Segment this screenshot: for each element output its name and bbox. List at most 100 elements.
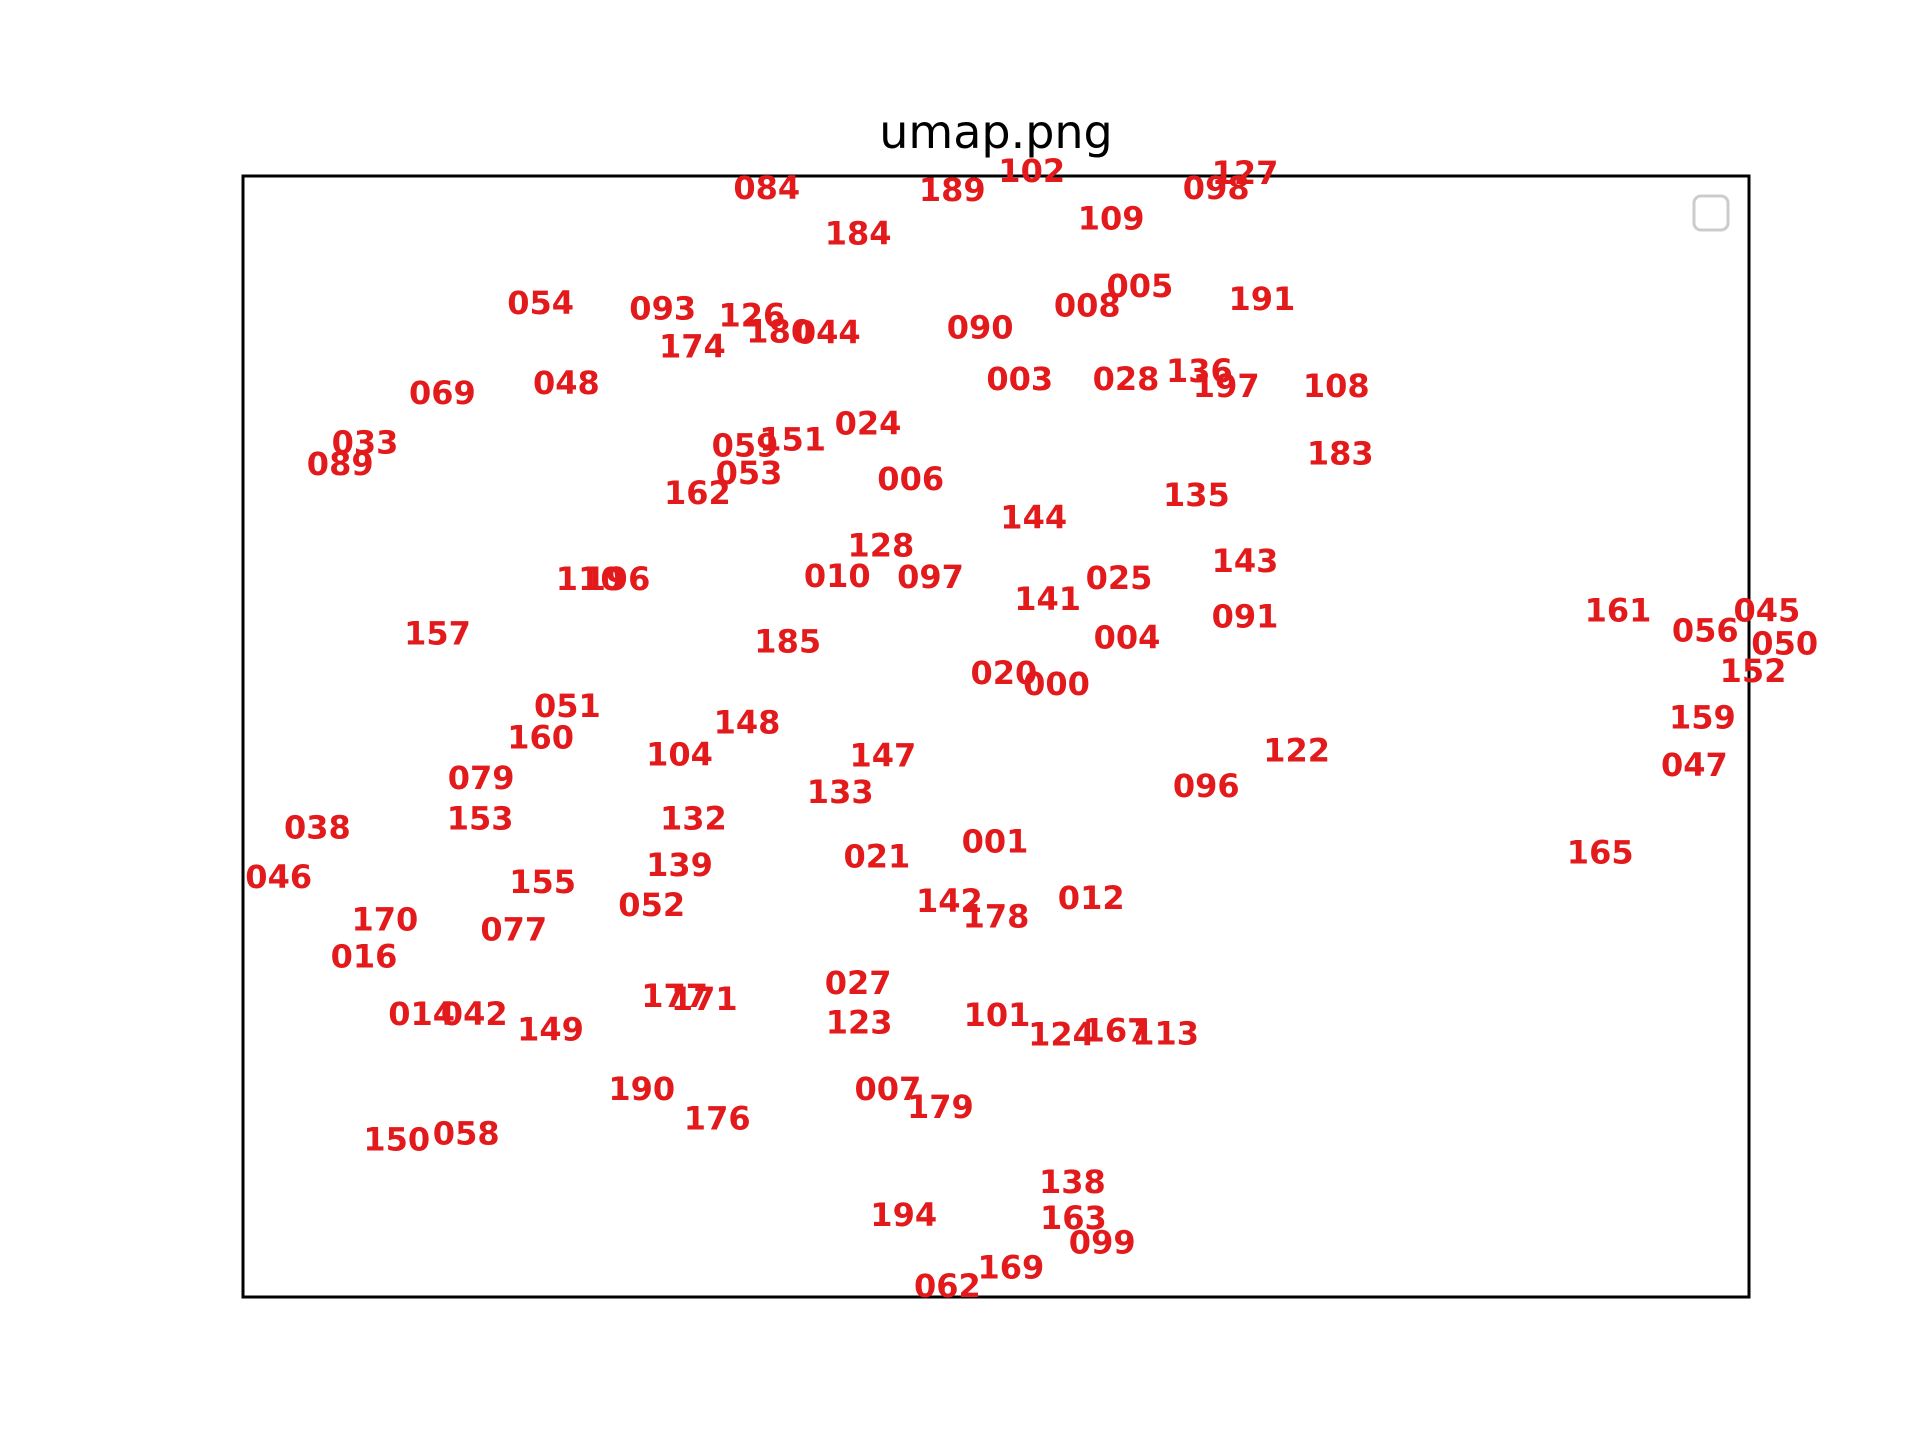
point-label-038: 038 bbox=[284, 809, 351, 847]
point-label-124: 124 bbox=[1028, 1016, 1095, 1054]
point-label-014: 014 bbox=[388, 995, 455, 1033]
point-label-113: 113 bbox=[1132, 1015, 1199, 1053]
point-label-005: 005 bbox=[1107, 267, 1174, 305]
point-label-048: 048 bbox=[533, 364, 600, 402]
point-label-127: 127 bbox=[1212, 154, 1279, 192]
point-label-161: 161 bbox=[1585, 592, 1652, 630]
chart-title: umap.png bbox=[879, 105, 1113, 159]
point-label-148: 148 bbox=[714, 704, 781, 742]
point-label-006: 006 bbox=[877, 460, 944, 498]
point-label-176: 176 bbox=[684, 1100, 751, 1138]
point-label-108: 108 bbox=[1303, 367, 1370, 405]
point-label-053: 053 bbox=[716, 454, 783, 492]
point-label-056: 056 bbox=[1672, 612, 1739, 650]
point-label-179: 179 bbox=[907, 1088, 974, 1126]
point-label-028: 028 bbox=[1093, 360, 1160, 398]
point-label-090: 090 bbox=[947, 309, 1014, 347]
point-label-016: 016 bbox=[331, 937, 398, 975]
point-label-012: 012 bbox=[1058, 879, 1125, 917]
point-label-150: 150 bbox=[363, 1121, 430, 1159]
point-label-155: 155 bbox=[509, 863, 576, 901]
point-label-196: 196 bbox=[584, 560, 651, 598]
point-label-135: 135 bbox=[1163, 476, 1230, 514]
point-label-099: 099 bbox=[1069, 1224, 1136, 1262]
point-label-062: 062 bbox=[914, 1267, 981, 1305]
point-label-178: 178 bbox=[963, 898, 1030, 936]
point-label-123: 123 bbox=[826, 1004, 893, 1042]
point-label-020: 020 bbox=[971, 654, 1038, 692]
point-label-104: 104 bbox=[646, 735, 713, 773]
point-label-077: 077 bbox=[480, 911, 547, 949]
point-label-183: 183 bbox=[1307, 434, 1374, 472]
point-label-122: 122 bbox=[1263, 731, 1330, 769]
point-label-110: 110 bbox=[556, 560, 623, 598]
point-label-160: 160 bbox=[507, 719, 574, 757]
plot-area-frame bbox=[241, 174, 1751, 1299]
point-label-004: 004 bbox=[1094, 619, 1161, 657]
point-label-098: 098 bbox=[1183, 169, 1250, 207]
point-label-097: 097 bbox=[897, 558, 964, 596]
point-label-132: 132 bbox=[660, 800, 727, 838]
point-label-152: 152 bbox=[1720, 652, 1787, 690]
point-label-047: 047 bbox=[1661, 746, 1728, 784]
point-label-141: 141 bbox=[1014, 580, 1081, 618]
point-label-149: 149 bbox=[517, 1011, 584, 1049]
point-label-167: 167 bbox=[1083, 1012, 1150, 1050]
point-label-126: 126 bbox=[719, 297, 786, 335]
point-label-010: 010 bbox=[804, 557, 871, 595]
point-label-051: 051 bbox=[534, 687, 601, 725]
point-label-052: 052 bbox=[618, 886, 685, 924]
point-label-054: 054 bbox=[507, 284, 574, 322]
point-label-133: 133 bbox=[807, 773, 874, 811]
point-label-050: 050 bbox=[1751, 624, 1818, 662]
point-label-136: 136 bbox=[1166, 352, 1233, 390]
point-label-165: 165 bbox=[1567, 833, 1634, 871]
point-label-079: 079 bbox=[448, 759, 515, 797]
point-label-089: 089 bbox=[307, 445, 374, 483]
point-label-144: 144 bbox=[1000, 499, 1067, 537]
point-label-143: 143 bbox=[1212, 542, 1279, 580]
point-label-139: 139 bbox=[646, 846, 713, 884]
point-label-024: 024 bbox=[835, 405, 902, 443]
point-label-138: 138 bbox=[1039, 1163, 1106, 1201]
point-label-191: 191 bbox=[1229, 280, 1296, 318]
point-label-044: 044 bbox=[794, 314, 861, 352]
point-label-184: 184 bbox=[825, 214, 892, 252]
point-label-046: 046 bbox=[245, 858, 312, 896]
point-label-033: 033 bbox=[332, 423, 399, 461]
point-label-190: 190 bbox=[608, 1070, 675, 1108]
legend-box bbox=[1692, 194, 1730, 232]
point-label-171: 171 bbox=[671, 980, 738, 1018]
point-label-101: 101 bbox=[964, 996, 1031, 1034]
point-label-151: 151 bbox=[759, 420, 826, 458]
point-label-059: 059 bbox=[712, 426, 779, 464]
point-label-042: 042 bbox=[441, 995, 508, 1033]
point-label-194: 194 bbox=[870, 1196, 937, 1234]
point-label-153: 153 bbox=[447, 800, 514, 838]
point-label-084: 084 bbox=[733, 169, 800, 207]
point-label-091: 091 bbox=[1212, 598, 1279, 636]
point-label-147: 147 bbox=[850, 736, 917, 774]
point-label-003: 003 bbox=[986, 360, 1053, 398]
point-label-096: 096 bbox=[1173, 767, 1240, 805]
point-label-000: 000 bbox=[1023, 665, 1090, 703]
point-label-177: 177 bbox=[641, 977, 708, 1015]
point-label-128: 128 bbox=[848, 526, 915, 564]
point-label-159: 159 bbox=[1669, 699, 1736, 737]
point-label-045: 045 bbox=[1734, 592, 1801, 630]
point-label-163: 163 bbox=[1040, 1199, 1107, 1237]
point-label-093: 093 bbox=[629, 290, 696, 328]
point-label-169: 169 bbox=[978, 1248, 1045, 1286]
point-label-008: 008 bbox=[1054, 287, 1121, 325]
point-label-162: 162 bbox=[664, 474, 731, 512]
point-label-027: 027 bbox=[825, 964, 892, 1002]
point-label-180: 180 bbox=[746, 313, 813, 351]
point-label-174: 174 bbox=[659, 327, 726, 365]
point-label-109: 109 bbox=[1078, 200, 1145, 238]
point-label-197: 197 bbox=[1193, 367, 1260, 405]
point-label-102: 102 bbox=[998, 152, 1065, 190]
point-label-058: 058 bbox=[433, 1115, 500, 1153]
point-label-069: 069 bbox=[409, 374, 476, 412]
